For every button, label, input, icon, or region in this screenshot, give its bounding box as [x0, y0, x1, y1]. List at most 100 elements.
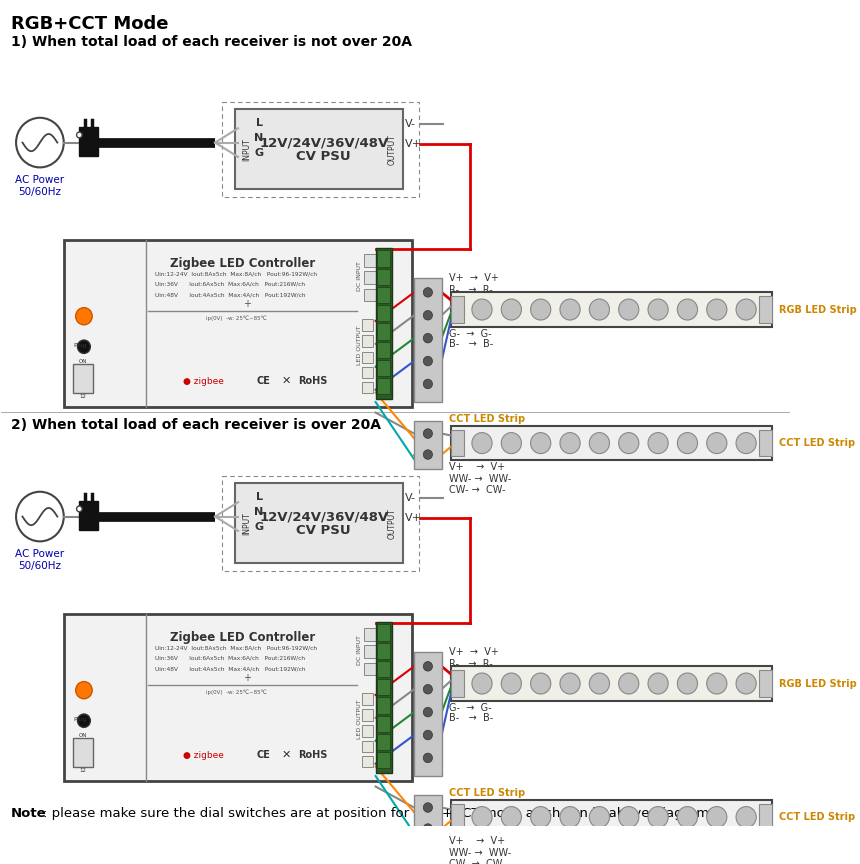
Bar [362, 709, 373, 721]
Bar [362, 319, 373, 331]
Bar [79, 501, 98, 530]
Text: L: L [255, 492, 262, 501]
Circle shape [423, 310, 433, 320]
Bar [378, 269, 390, 285]
Text: RGB LED Strip: RGB LED Strip [779, 304, 857, 314]
Text: DC INPUT: DC INPUT [357, 261, 361, 291]
Circle shape [423, 429, 433, 438]
Circle shape [423, 684, 433, 694]
Bar [362, 352, 373, 363]
Circle shape [472, 807, 492, 828]
Circle shape [501, 433, 521, 454]
Bar [73, 738, 93, 766]
Circle shape [707, 673, 727, 694]
Text: CW- →  CW-: CW- → CW- [449, 485, 506, 495]
Bar [362, 367, 373, 378]
Bar [362, 740, 373, 753]
Text: AC Power
50/60Hz: AC Power 50/60Hz [15, 549, 64, 570]
Bar [362, 382, 373, 393]
Circle shape [589, 299, 610, 320]
Text: G: G [255, 148, 264, 158]
Bar [236, 109, 403, 189]
Text: Uin:12-24V  Iout:8Ax5ch  Max:8A/ch   Pout:96-192W/ch: Uin:12-24V Iout:8Ax5ch Max:8A/ch Pout:96… [156, 645, 317, 651]
Bar [378, 679, 390, 696]
Text: CV PSU: CV PSU [297, 150, 351, 163]
Text: V+    →  V+: V+ → V+ [449, 462, 505, 473]
Text: OUTPUT: OUTPUT [388, 134, 396, 165]
Circle shape [77, 340, 90, 353]
Circle shape [423, 730, 433, 740]
Text: ip(0V)  -w: 25℃~85℃: ip(0V) -w: 25℃~85℃ [206, 689, 267, 695]
Text: ● zigbee: ● zigbee [183, 751, 224, 759]
Bar [415, 652, 442, 776]
Bar [364, 663, 377, 675]
Circle shape [423, 288, 433, 297]
Text: +: + [243, 672, 251, 683]
Circle shape [501, 673, 521, 694]
Text: V-: V- [405, 119, 416, 130]
Circle shape [736, 807, 756, 828]
Text: V+: V+ [405, 138, 422, 149]
Text: 2) When total load of each receiver is over 20A: 2) When total load of each receiver is o… [10, 418, 381, 432]
Text: V-: V- [405, 493, 416, 504]
Circle shape [589, 673, 610, 694]
Text: V+  →  V+: V+ → V+ [449, 273, 499, 283]
Bar [364, 645, 377, 658]
Text: RGB LED Strip: RGB LED Strip [779, 678, 857, 689]
Circle shape [648, 433, 668, 454]
Bar [378, 287, 390, 303]
Bar [378, 661, 390, 677]
Circle shape [77, 132, 82, 138]
Bar [364, 271, 377, 283]
Bar [362, 693, 373, 704]
Text: RoHS: RoHS [298, 750, 327, 760]
Circle shape [560, 433, 580, 454]
Bar [378, 360, 390, 376]
Bar [378, 305, 390, 321]
Bar [451, 292, 771, 327]
Circle shape [589, 433, 610, 454]
Bar [378, 697, 390, 714]
Text: AC Power
50/60Hz: AC Power 50/60Hz [15, 175, 64, 197]
Circle shape [423, 356, 433, 365]
Bar [378, 341, 390, 358]
Text: CE: CE [256, 750, 270, 760]
Bar [222, 475, 419, 571]
Text: V+  →  V+: V+ → V+ [449, 647, 499, 658]
Text: OUTPUT: OUTPUT [388, 508, 396, 538]
Text: Note: Note [10, 807, 46, 820]
Circle shape [423, 823, 433, 833]
Text: INPUT: INPUT [242, 511, 251, 535]
Bar [64, 240, 412, 407]
Bar [378, 323, 390, 340]
Text: ✕: ✕ [281, 376, 291, 386]
Text: N: N [255, 507, 264, 517]
Circle shape [77, 506, 82, 511]
Bar [759, 804, 771, 830]
Text: B-   →  B-: B- → B- [449, 713, 494, 723]
Bar [378, 643, 390, 659]
Bar [759, 670, 771, 697]
Circle shape [707, 299, 727, 320]
Circle shape [423, 662, 433, 671]
Text: Freq: Freq [424, 316, 436, 321]
Bar [64, 613, 412, 781]
Circle shape [423, 753, 433, 763]
Bar [451, 296, 464, 323]
Bar [415, 795, 442, 843]
Bar [222, 102, 419, 197]
Circle shape [618, 807, 639, 828]
Circle shape [648, 299, 668, 320]
Text: ON: ON [79, 733, 87, 738]
Circle shape [618, 433, 639, 454]
Text: 12: 12 [79, 395, 87, 399]
Text: LED OUTPUT: LED OUTPUT [357, 699, 361, 739]
Text: ip(0V)  -w: 25℃~85℃: ip(0V) -w: 25℃~85℃ [206, 315, 267, 321]
Text: Uin:48V      Iout:4Ax5ch  Max:4A/ch   Pout:192W/ch: Uin:48V Iout:4Ax5ch Max:4A/ch Pout:192W/… [156, 292, 306, 297]
Circle shape [560, 807, 580, 828]
Bar [415, 278, 442, 402]
Bar [73, 364, 93, 392]
Circle shape [736, 433, 756, 454]
Text: CCT LED Strip: CCT LED Strip [779, 438, 856, 448]
Circle shape [707, 807, 727, 828]
